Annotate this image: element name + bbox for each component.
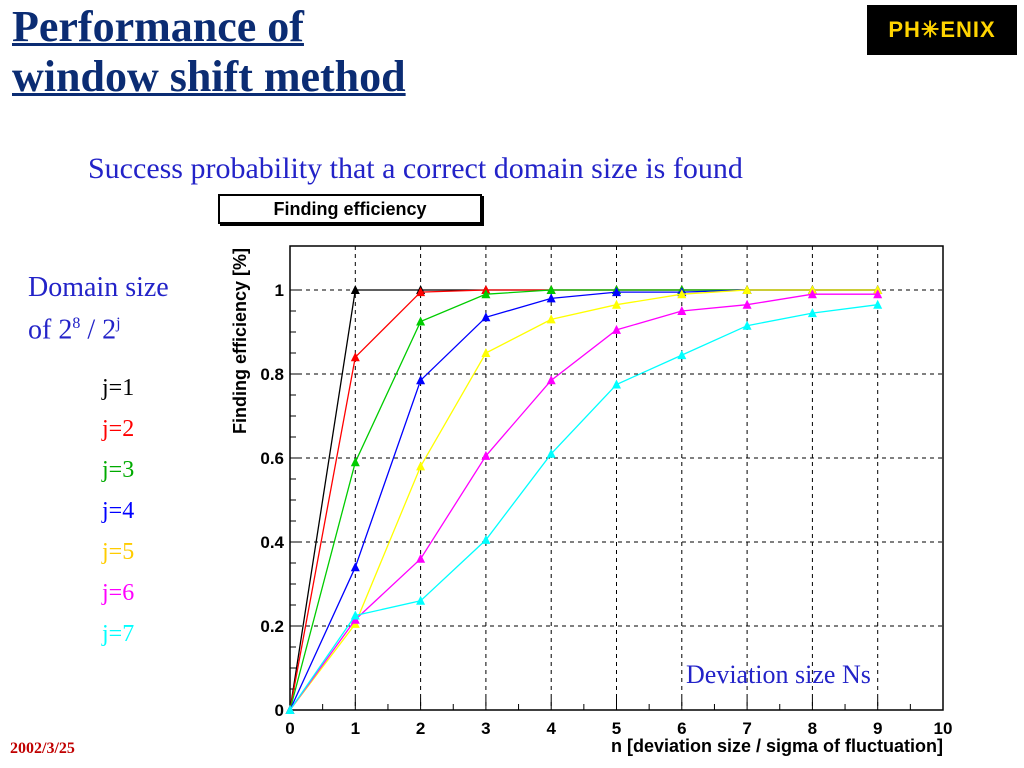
legend-entry: j=6 — [102, 580, 135, 606]
data-point — [807, 289, 817, 299]
title-line-1: Performance of — [12, 2, 304, 51]
deviation-size-note: Deviation size Ns — [686, 660, 871, 689]
x-tick-label: 10 — [934, 719, 953, 738]
data-point — [873, 299, 883, 309]
domain-label-part-a: of 2 — [28, 314, 73, 346]
x-tick-label: 9 — [873, 719, 882, 738]
data-point — [546, 293, 556, 303]
data-point — [416, 553, 426, 563]
data-point — [350, 285, 360, 294]
data-point — [612, 379, 621, 389]
chart-title-box: Finding efficiency — [218, 194, 482, 224]
series-line — [289, 293, 878, 711]
data-point — [677, 350, 687, 360]
data-point — [350, 352, 360, 362]
x-tick-label: 6 — [677, 719, 686, 738]
data-point — [546, 448, 556, 458]
title-line-2: window shift method — [12, 52, 406, 101]
domain-size-label: Domain size of 28 / 2j — [28, 270, 169, 348]
domain-label-line1: Domain size — [28, 272, 169, 303]
x-tick-label: 5 — [612, 719, 621, 738]
x-tick-label: 3 — [481, 719, 490, 738]
data-point — [546, 375, 556, 385]
legend-entry: j=4 — [102, 498, 135, 524]
slide-title: Performance of window shift method — [12, 2, 406, 102]
legend-entry: j=3 — [102, 457, 135, 483]
x-tick-label: 7 — [742, 719, 751, 738]
data-point — [546, 314, 556, 324]
data-point — [742, 320, 752, 330]
domain-label-sup-2: j — [116, 315, 121, 332]
data-point — [807, 308, 817, 318]
data-point — [416, 316, 426, 326]
data-point — [481, 289, 491, 299]
data-point — [546, 285, 556, 294]
data-point — [416, 375, 426, 385]
series-line — [289, 289, 878, 711]
data-point — [416, 287, 426, 297]
series-line — [289, 304, 878, 711]
data-point — [416, 595, 426, 605]
y-tick-label: 0.8 — [260, 365, 284, 384]
legend-entry: j=7 — [102, 621, 135, 647]
domain-label-line2: of 28 / 2j — [28, 306, 169, 348]
data-point — [612, 324, 621, 334]
y-tick-label: 0.4 — [260, 533, 284, 552]
data-point — [350, 457, 360, 467]
x-tick-label: 4 — [546, 719, 556, 738]
data-point — [677, 306, 687, 315]
data-point — [481, 348, 491, 357]
data-point — [481, 450, 491, 460]
phenix-logo: PH✳ENIX — [867, 5, 1017, 55]
x-tick-label: 2 — [416, 719, 425, 738]
y-tick-label: 0.2 — [260, 617, 284, 636]
legend-entry: j=1 — [102, 375, 135, 401]
slide-subtitle: Success probability that a correct domai… — [88, 152, 743, 185]
legend-entry: j=2 — [102, 416, 135, 442]
data-point — [612, 287, 621, 297]
x-tick-label: 8 — [808, 719, 817, 738]
x-tick-label: 0 — [285, 719, 294, 738]
slide-date: 2002/3/25 — [10, 740, 75, 757]
y-tick-label: 1 — [275, 281, 284, 300]
data-point — [350, 610, 360, 620]
data-point — [416, 461, 426, 471]
legend: j=1 j=2 j=3 j=4 j=5 j=6 j=7 — [102, 368, 134, 655]
y-tick-label: 0.6 — [260, 449, 284, 468]
data-point — [742, 285, 752, 294]
data-point — [481, 312, 491, 322]
data-point — [677, 289, 687, 299]
domain-label-part-b: / 2 — [80, 314, 117, 346]
data-point — [612, 299, 621, 309]
data-point — [742, 299, 752, 309]
y-axis-label: Finding efficiency [%] — [230, 248, 250, 434]
data-point — [350, 562, 360, 572]
data-point — [285, 705, 295, 714]
data-point — [481, 534, 491, 544]
data-point — [873, 289, 883, 299]
legend-entry: j=5 — [102, 539, 135, 565]
y-tick-label: 0 — [275, 701, 284, 720]
domain-label-sup-1: 8 — [72, 315, 81, 332]
x-axis-label: n [deviation size / sigma of fluctuation… — [611, 736, 943, 756]
x-tick-label: 1 — [351, 719, 360, 738]
